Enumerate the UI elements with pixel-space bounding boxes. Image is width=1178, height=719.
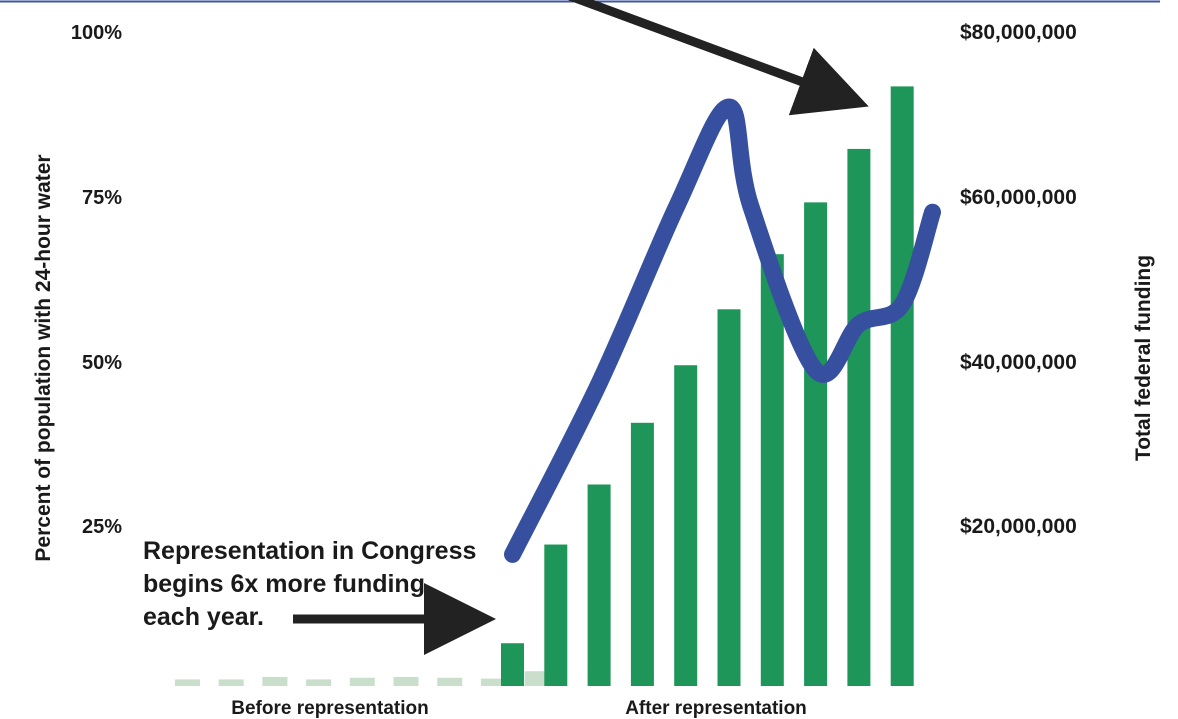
after-bar [804,202,828,686]
before-bar [480,678,506,686]
after-bar [717,309,741,686]
before-bar [175,679,200,686]
left-tick-label: 25% [82,516,122,538]
before-bar [349,677,375,686]
after-bar [501,643,524,686]
before-bar [262,676,288,686]
left-tick-label: 75% [82,187,122,209]
annotation-line-1: Representation in Congress [143,537,476,565]
after-bar [630,422,654,686]
line-layer [504,98,942,563]
annotation-line-3: each year. [143,603,264,631]
top-arrow [568,0,869,116]
after-bar [890,86,914,686]
before-bar [524,671,550,686]
left-tick-label: 100% [71,22,122,44]
annotation-line-2: begins 6x more funding [143,570,425,598]
right-axis-title: Total federal funding [1132,255,1155,461]
before-bar [218,679,244,686]
after-bar [587,484,611,686]
right-tick-label: $60,000,000 [960,186,1077,209]
right-tick-label: $20,000,000 [960,515,1077,538]
left-tick-label: 50% [82,352,122,374]
bars-group [175,86,914,687]
after-bar [760,254,784,686]
before-bar [306,679,332,686]
after-bar [544,544,568,686]
after-bar [847,148,871,687]
after-bar [674,365,698,686]
water-access-line [504,98,942,563]
period-label-after: After representation [625,698,807,719]
before-bar [437,677,463,686]
right-tick-label: $80,000,000 [960,21,1077,44]
period-label-before: Before representation [231,698,428,719]
right-tick-label: $40,000,000 [960,351,1077,374]
before-bar [393,676,419,686]
left-axis-title: Percent of population with 24-hour water [32,154,55,561]
